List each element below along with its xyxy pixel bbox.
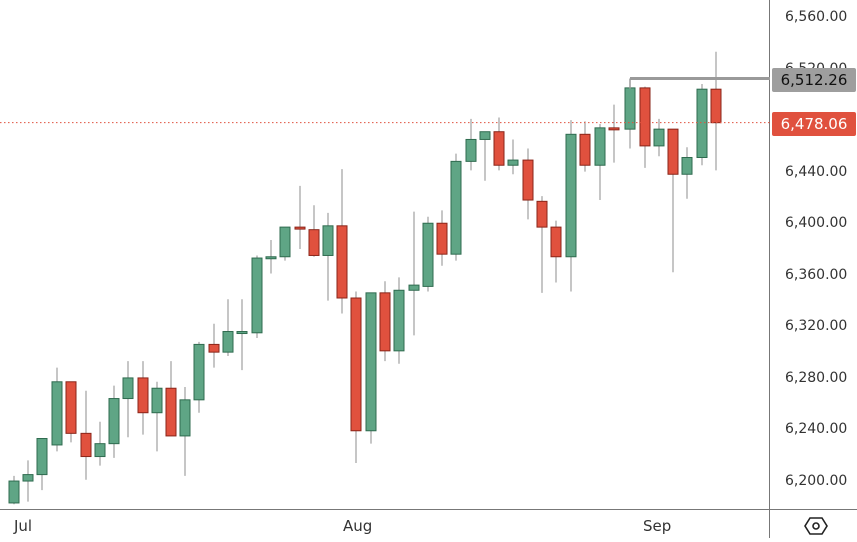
bearish-candle[interactable] [350,297,362,432]
bullish-candle[interactable] [653,128,665,147]
bullish-candle[interactable] [236,331,248,335]
y-tick-label: 6,400.00 [785,215,848,231]
x-tick-label-jul: Jul [14,517,33,535]
bullish-candle[interactable] [151,387,163,414]
hexagon-settings-icon [804,517,828,535]
bearish-candle[interactable] [165,387,177,437]
bullish-candle[interactable] [479,131,491,140]
bearish-candle[interactable] [80,432,92,458]
bullish-candle[interactable] [393,289,405,352]
bearish-candle[interactable] [379,292,391,352]
y-tick-label: 6,240.00 [785,421,848,437]
bullish-candle[interactable] [681,157,693,175]
bullish-candle[interactable] [108,398,120,445]
bullish-candle[interactable] [179,399,191,437]
bullish-candle[interactable] [51,381,63,446]
bearish-candle[interactable] [579,133,591,166]
bullish-candle[interactable] [279,226,291,258]
bearish-candle[interactable] [608,127,620,131]
bullish-candle[interactable] [696,88,708,159]
bullish-candle[interactable] [265,256,277,260]
bearish-candle[interactable] [336,225,348,299]
y-tick-label: 6,200.00 [785,473,848,489]
bearish-candle[interactable] [137,377,149,414]
bearish-candle[interactable] [294,226,306,230]
y-tick-label: 6,440.00 [785,164,848,180]
x-tick-label-sep: Sep [643,517,672,535]
y-tick-label: 6,320.00 [785,318,848,334]
bullish-candle[interactable] [22,474,34,482]
bearish-candle[interactable] [536,200,548,228]
bearish-candle[interactable] [65,381,77,434]
bullish-candle[interactable] [251,257,263,334]
bullish-candle[interactable] [193,343,205,401]
bullish-candle[interactable] [94,443,106,458]
high-price-tag: 6,512.26 [772,68,856,92]
bearish-candle[interactable] [493,131,505,166]
bearish-candle[interactable] [522,159,534,201]
y-tick-label: 6,560.00 [785,9,848,25]
bullish-candle[interactable] [36,438,48,476]
bullish-candle[interactable] [594,127,606,166]
bullish-candle[interactable] [322,225,334,256]
bearish-candle[interactable] [639,87,651,147]
bearish-candle[interactable] [550,226,562,258]
bullish-candle[interactable] [222,331,234,353]
y-tick-label: 6,280.00 [785,370,848,386]
bullish-candle[interactable] [8,480,20,504]
bullish-candle[interactable] [507,159,519,166]
bullish-candle[interactable] [450,160,462,255]
bearish-candle[interactable] [436,222,448,255]
bullish-candle[interactable] [122,377,134,400]
last-price-tag: 6,478.06 [772,112,856,136]
y-tick-label: 6,360.00 [785,267,848,283]
bearish-candle[interactable] [308,229,320,256]
bullish-candle[interactable] [565,133,577,258]
bullish-candle[interactable] [465,138,477,162]
bearish-candle[interactable] [710,88,722,124]
bullish-candle[interactable] [422,222,434,287]
bearish-candle[interactable] [208,343,220,353]
bullish-candle[interactable] [365,292,377,432]
candles-layer [8,51,722,505]
chart-settings-button[interactable] [803,514,829,538]
x-tick-label-aug: Aug [343,517,373,535]
bullish-candle[interactable] [408,284,420,291]
bearish-candle[interactable] [667,128,679,175]
